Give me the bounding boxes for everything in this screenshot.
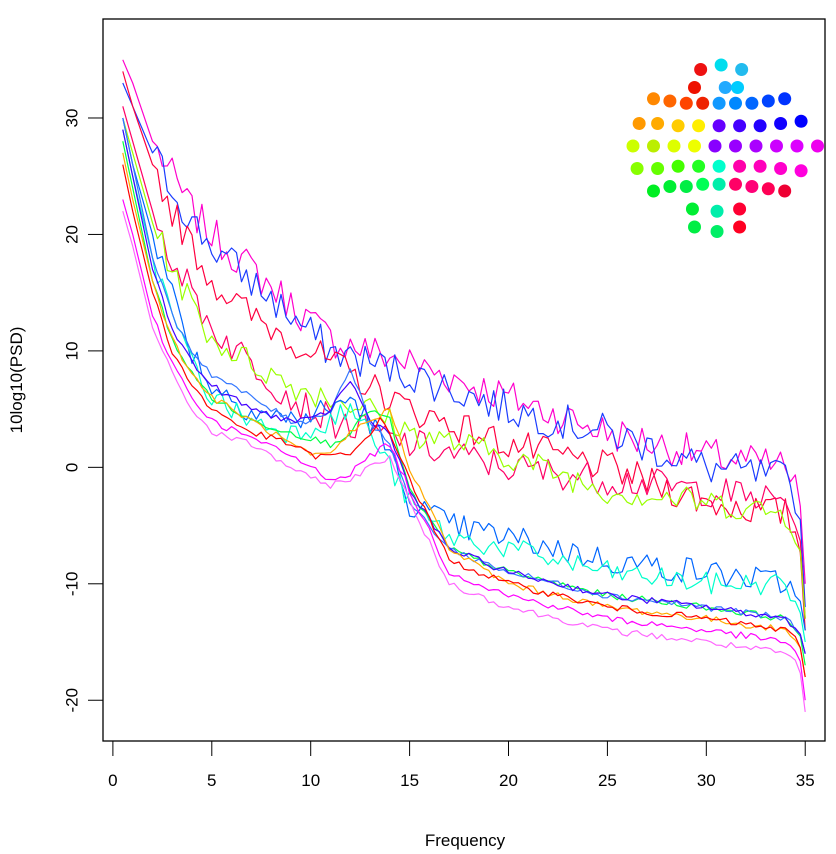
y-tick-label: -10 xyxy=(63,572,82,597)
electrode-dot-6 xyxy=(647,92,660,106)
electrode-dot-57 xyxy=(733,220,747,234)
electrode-dot-21 xyxy=(753,119,767,133)
electrode-dot-22 xyxy=(774,117,788,130)
electrode-dot-33 xyxy=(811,139,824,153)
electrode-dot-13 xyxy=(761,94,775,108)
y-axis: -20 -10 0 10 20 30 xyxy=(63,109,104,713)
x-tick-label: 0 xyxy=(108,771,117,790)
electrode-dot-36 xyxy=(671,159,685,173)
y-axis-title: 10log10(PSD) xyxy=(7,327,26,434)
electrode-dot-0 xyxy=(694,63,708,76)
electrode-dot-44 xyxy=(663,180,677,193)
electrode-dot-50 xyxy=(761,182,775,196)
electrode-dot-49 xyxy=(745,180,759,193)
electrode-dot-29 xyxy=(729,139,742,153)
series-line-4 xyxy=(122,117,806,619)
electrode-dot-39 xyxy=(733,159,747,173)
electrode-dot-11 xyxy=(729,96,742,110)
electrode-dot-23 xyxy=(794,114,808,128)
series-line-2 xyxy=(122,71,806,631)
electrode-dot-14 xyxy=(778,92,792,106)
y-tick-label: 30 xyxy=(63,109,82,128)
y-tick-label: -20 xyxy=(63,688,82,713)
series-line-11 xyxy=(122,164,806,678)
electrode-dot-56 xyxy=(710,225,724,238)
electrode-dot-28 xyxy=(708,139,722,153)
electrode-dot-41 xyxy=(774,162,788,175)
electrode-dot-30 xyxy=(749,139,763,153)
x-tick-label: 10 xyxy=(301,771,320,790)
electrode-dot-10 xyxy=(712,96,726,110)
series-line-9 xyxy=(122,129,806,654)
electrode-dot-3 xyxy=(688,81,701,94)
electrode-dot-2 xyxy=(735,63,749,76)
electrode-dot-7 xyxy=(663,94,677,108)
x-tick-label: 35 xyxy=(796,771,815,790)
electrode-dot-54 xyxy=(733,202,747,216)
electrode-dot-27 xyxy=(688,139,701,153)
series-line-1 xyxy=(122,82,806,608)
electrode-dot-20 xyxy=(733,119,747,133)
electrode-dot-51 xyxy=(778,184,792,198)
electrode-dot-17 xyxy=(671,119,685,133)
series-line-10 xyxy=(122,152,806,678)
x-axis-title: Frequency xyxy=(425,831,506,850)
electrode-dot-48 xyxy=(729,177,742,191)
electrode-dot-53 xyxy=(710,204,724,218)
y-tick-label: 20 xyxy=(63,225,82,244)
electrode-dot-52 xyxy=(685,202,699,216)
x-tick-label: 20 xyxy=(499,771,518,790)
electrode-dot-46 xyxy=(696,177,710,191)
electrode-dot-12 xyxy=(745,96,759,110)
electrode-dot-1 xyxy=(714,58,728,72)
electrode-dot-35 xyxy=(651,162,665,175)
x-tick-label: 25 xyxy=(598,771,617,790)
electrode-dot-25 xyxy=(647,139,660,153)
electrode-map xyxy=(626,58,824,238)
series-layer xyxy=(122,59,806,712)
electrode-dot-16 xyxy=(651,117,665,130)
electrode-dot-9 xyxy=(696,96,710,110)
series-line-8 xyxy=(122,117,806,654)
series-line-3 xyxy=(122,106,806,619)
electrode-dot-4 xyxy=(718,81,732,94)
x-tick-label: 15 xyxy=(400,771,419,790)
electrode-dot-26 xyxy=(667,139,681,153)
electrode-dot-8 xyxy=(679,96,693,110)
electrode-dot-37 xyxy=(692,159,706,173)
x-axis: 0 5 10 15 20 25 30 35 xyxy=(108,740,815,790)
series-line-12 xyxy=(122,199,806,701)
electrode-dot-55 xyxy=(688,220,701,234)
electrode-dot-40 xyxy=(753,159,767,173)
electrode-dot-32 xyxy=(790,139,804,153)
series-line-0 xyxy=(122,59,806,584)
electrode-dot-45 xyxy=(679,180,693,193)
electrode-dot-24 xyxy=(626,139,640,153)
x-tick-label: 5 xyxy=(207,771,216,790)
electrode-dot-43 xyxy=(647,184,660,198)
y-tick-label: 10 xyxy=(63,341,82,360)
electrode-dot-15 xyxy=(632,117,646,130)
electrode-dot-47 xyxy=(712,177,726,191)
y-tick-label: 0 xyxy=(63,463,82,472)
electrode-dot-38 xyxy=(712,159,726,173)
series-line-7 xyxy=(122,141,806,666)
electrode-dot-5 xyxy=(731,81,745,94)
x-tick-label: 30 xyxy=(697,771,716,790)
series-line-6 xyxy=(122,129,806,643)
series-line-13 xyxy=(122,210,806,712)
electrode-dot-34 xyxy=(630,162,644,175)
electrode-dot-18 xyxy=(692,119,706,133)
electrode-dot-19 xyxy=(712,119,726,133)
electrode-dot-31 xyxy=(770,139,783,153)
electrode-dot-42 xyxy=(794,164,808,178)
